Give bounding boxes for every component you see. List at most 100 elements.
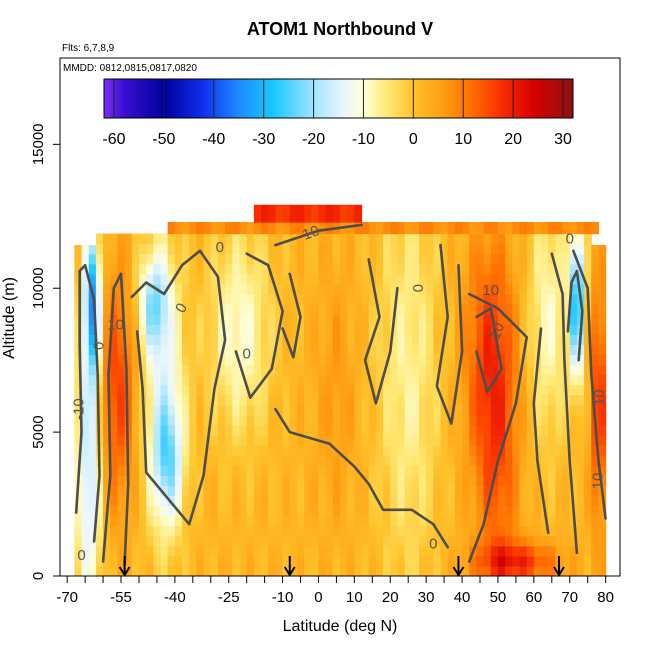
heatmap-cell	[368, 243, 377, 255]
heatmap-cell	[296, 273, 305, 285]
heatmap-cell	[576, 253, 585, 265]
heatmap-cell	[497, 354, 506, 366]
heatmap-cell	[462, 434, 470, 446]
heatmap-cell	[569, 374, 578, 386]
heatmap-cell	[548, 475, 556, 486]
heatmap-cell	[296, 525, 305, 537]
heatmap-cell	[490, 565, 499, 576]
heatmap-cell	[390, 364, 399, 376]
heatmap-cell	[124, 233, 133, 245]
heatmap-cell	[103, 535, 111, 547]
heatmap-cell	[253, 364, 262, 376]
heatmap-cell	[81, 364, 90, 376]
heatmap-cell	[304, 475, 312, 486]
heatmap-cell	[447, 515, 456, 527]
heatmap-cell	[447, 263, 456, 275]
heatmap-cell	[95, 384, 104, 396]
heatmap-cell	[239, 485, 248, 497]
heatmap-cell	[440, 354, 449, 366]
heatmap-cell	[340, 525, 348, 537]
heatmap-cell	[584, 475, 592, 486]
heatmap-cell	[268, 445, 276, 456]
heatmap-cell	[225, 515, 233, 527]
heatmap-cell	[138, 445, 147, 456]
heatmap-cell	[483, 535, 492, 547]
heatmap-cell	[232, 525, 241, 537]
heatmap-cell	[332, 233, 341, 245]
heatmap-cell	[548, 314, 556, 325]
heatmap-cell	[210, 565, 219, 576]
heatmap-cell	[325, 465, 334, 476]
colorbar-ticks: -60 -50 -40 -30 -20 -10 0 10 20 30	[102, 79, 572, 148]
heatmap-cell	[397, 233, 406, 245]
heatmap-cell	[275, 555, 284, 567]
heatmap-cell	[469, 565, 478, 576]
heatmap-cell	[232, 354, 241, 366]
heatmap-cell	[261, 364, 269, 376]
heatmap-cell	[447, 394, 456, 406]
heatmap-cell	[88, 515, 97, 527]
heatmap-cell	[225, 364, 233, 376]
heatmap-cell	[282, 354, 291, 366]
heatmap-cell	[296, 485, 305, 497]
heatmap-cell	[512, 354, 521, 366]
heatmap-cell	[189, 445, 198, 456]
heatmap-cell	[347, 475, 355, 486]
heatmap-cell	[454, 505, 463, 517]
heatmap-cell	[232, 394, 241, 406]
heatmap-cell	[375, 243, 384, 255]
heatmap-cell	[562, 233, 571, 245]
heatmap-cell	[433, 273, 442, 285]
heatmap-cell	[225, 273, 233, 285]
heatmap-cell	[426, 263, 434, 275]
heatmap-cell	[217, 364, 226, 376]
heatmap-cell	[239, 293, 248, 305]
heatmap-cell	[576, 384, 585, 396]
heatmap-cell	[411, 535, 420, 547]
heatmap-cell	[598, 245, 607, 255]
heatmap-cell	[483, 404, 492, 416]
heatmap-cell	[146, 233, 154, 245]
heatmap-cell	[268, 455, 276, 466]
heatmap-cell	[368, 505, 377, 517]
heatmap-cell	[88, 545, 97, 557]
heatmap-cell	[519, 465, 528, 476]
heatmap-cell	[505, 535, 513, 547]
heatmap-cell	[131, 233, 140, 245]
heatmap-cell	[289, 324, 298, 335]
heatmap-cell	[569, 222, 578, 235]
heatmap-cell	[361, 293, 370, 305]
heatmap-cell	[110, 515, 119, 527]
heatmap-cell	[189, 304, 198, 315]
x-tick-label: -10	[272, 589, 294, 606]
heatmap-cell	[225, 233, 233, 245]
heatmap-cell	[225, 424, 233, 436]
heatmap-cell	[282, 525, 291, 537]
heatmap-cell	[110, 404, 119, 416]
heatmap-cell	[167, 273, 176, 285]
heatmap-cell	[203, 485, 212, 497]
heatmap-cell	[304, 505, 312, 517]
colorbar	[103, 78, 574, 119]
heatmap-cell	[390, 222, 399, 235]
contour-label: 0	[242, 345, 250, 362]
heatmap-cell	[117, 434, 126, 446]
heatmap-cell	[232, 233, 241, 245]
heatmap-cell	[196, 384, 205, 396]
heatmap-cell	[541, 565, 549, 576]
heatmap-cell	[131, 384, 140, 396]
heatmap-cell	[404, 364, 413, 376]
heatmap-cell	[519, 324, 528, 335]
heatmap-cell	[124, 414, 133, 426]
heatmap-cell	[462, 293, 470, 305]
heatmap-cell	[253, 204, 262, 223]
heatmap-cell	[533, 525, 542, 537]
heatmap-cell	[418, 304, 427, 315]
heatmap-cell	[462, 455, 470, 466]
heatmap-cell	[160, 515, 169, 527]
heatmap-cell	[117, 334, 126, 345]
heatmap-cell	[526, 475, 535, 486]
heatmap-cell	[533, 505, 542, 517]
heatmap-cell	[512, 304, 521, 315]
heatmap-cell	[598, 475, 607, 486]
